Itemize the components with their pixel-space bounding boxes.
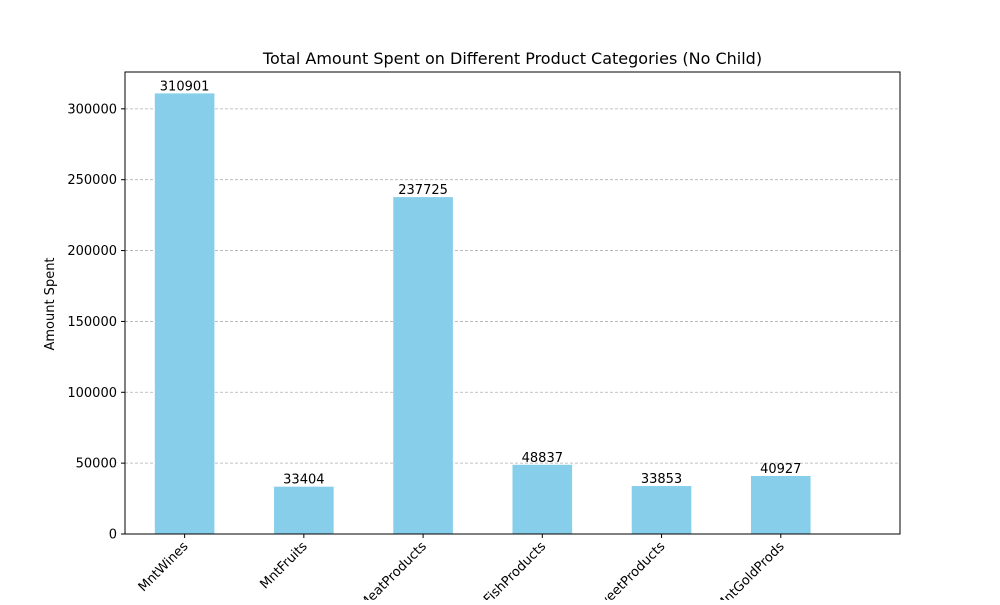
chart-title: Total Amount Spent on Different Product … [262, 49, 762, 68]
x-tick-label: MntGoldProds [713, 539, 787, 600]
x-tick-label: MntFruits [258, 539, 311, 592]
bar-mntgoldprods [750, 475, 811, 534]
bar-mntwines [154, 93, 215, 534]
y-tick-label: 50000 [76, 457, 117, 472]
y-tick-label: 250000 [67, 173, 117, 188]
bar-mntfruits [274, 486, 334, 534]
bar-mntsweetproducts [631, 486, 692, 534]
grid-lines [125, 108, 900, 464]
x-tick-label: MntMeatProducts [339, 539, 430, 600]
bar-mntmeatproducts [393, 197, 453, 534]
x-axis-ticks: MntWines MntFruits MntMeatProducts MntFishP… [136, 534, 788, 605]
y-axis-label: Amount Spent [43, 257, 58, 350]
x-tick-label: MntSweetProducts [572, 539, 668, 600]
y-tick-label: 100000 [67, 386, 117, 401]
value-label-mntfruits: 33404 [283, 473, 324, 488]
y-axis-ticks: 0 50000 100000 150000 200000 250000 300000 [67, 102, 125, 543]
x-tick-label: MntFishProducts [464, 539, 550, 600]
y-tick-label: 200000 [67, 244, 117, 259]
y-tick-label: 300000 [67, 102, 117, 117]
value-label-mntwines: 310901 [160, 79, 210, 94]
bars [154, 93, 811, 534]
x-tick-label: MntWines [136, 539, 192, 595]
plot-frame [124, 71, 901, 535]
value-label-mntgoldprods: 40927 [760, 462, 801, 477]
bar-mntfishproducts [512, 464, 573, 534]
y-tick-label: 150000 [67, 315, 117, 330]
value-label-mntmeatproducts: 237725 [398, 183, 448, 198]
value-labels: 310901 33404 237725 48837 33853 40927 [160, 79, 802, 487]
value-label-mntfishproducts: 48837 [522, 451, 563, 466]
y-tick-label: 0 [109, 528, 117, 543]
value-label-mntsweetproducts: 33853 [641, 472, 682, 487]
